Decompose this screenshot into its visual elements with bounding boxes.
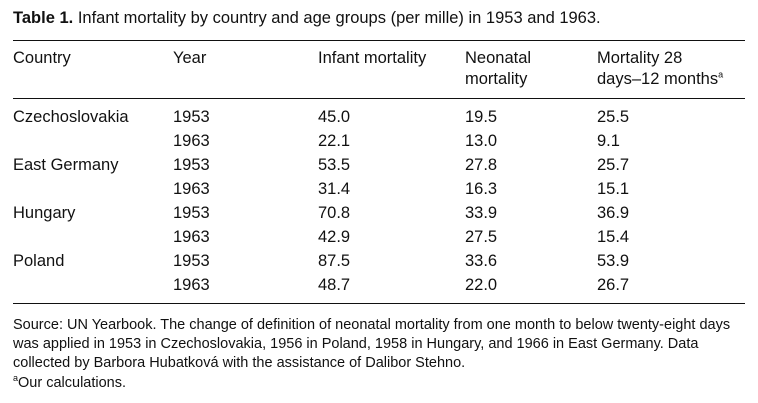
cell-neonatal-mortality: 19.5 [465, 108, 498, 126]
header-country: Country [13, 49, 71, 67]
footnote-text: Our calculations. [18, 374, 127, 391]
cell-infant-mortality: 87.5 [318, 252, 351, 270]
cell-post-neonatal-mortality: 53.9 [597, 252, 630, 270]
header-rule [13, 98, 745, 99]
header-neonatal-mortality: Neonatal mortality [465, 48, 531, 90]
cell-post-neonatal-mortality: 26.7 [597, 276, 630, 294]
bottom-rule [13, 303, 745, 304]
cell-neonatal-mortality: 16.3 [465, 180, 498, 198]
header-year: Year [173, 49, 207, 67]
cell-neonatal-mortality: 27.8 [465, 156, 498, 174]
table-label: Table 1. [13, 9, 74, 27]
header-infant-mortality: Infant mortality [318, 49, 427, 67]
cell-year: 1963 [173, 132, 210, 150]
cell-year: 1963 [173, 228, 210, 246]
cell-post-neonatal-mortality: 9.1 [597, 132, 620, 150]
cell-neonatal-mortality: 33.6 [465, 252, 498, 270]
table-row: 1963 31.4 16.3 15.1 [0, 177, 758, 201]
cell-neonatal-mortality: 33.9 [465, 204, 498, 222]
cell-year: 1953 [173, 204, 210, 222]
cell-post-neonatal-mortality: 36.9 [597, 204, 630, 222]
cell-year: 1953 [173, 252, 210, 270]
cell-year: 1963 [173, 276, 210, 294]
source-note: Source: UN Yearbook. The change of defin… [13, 317, 731, 372]
cell-infant-mortality: 70.8 [318, 204, 351, 222]
table-row: 1963 48.7 22.0 26.7 [0, 273, 758, 297]
cell-country: Poland [13, 252, 65, 270]
cell-post-neonatal-mortality: 25.7 [597, 156, 630, 174]
table-row: 1963 42.9 27.5 15.4 [0, 225, 758, 249]
top-rule [13, 40, 745, 41]
cell-infant-mortality: 48.7 [318, 276, 351, 294]
cell-country: Hungary [13, 204, 76, 222]
cell-infant-mortality: 42.9 [318, 228, 351, 246]
header-post-neonatal-mortality: Mortality 28 days–12 monthsa [597, 48, 723, 90]
table-title: Infant mortality by country and age grou… [77, 9, 601, 27]
cell-year: 1953 [173, 108, 210, 126]
header-neonatal-line2: mortality [465, 70, 528, 88]
cell-neonatal-mortality: 27.5 [465, 228, 498, 246]
table-caption: Table 1. Infant mortality by country and… [13, 9, 601, 28]
header-neonatal-line1: Neonatal [465, 49, 532, 67]
cell-country: Czechoslovakia [13, 108, 129, 126]
cell-infant-mortality: 22.1 [318, 132, 351, 150]
cell-post-neonatal-mortality: 15.1 [597, 180, 630, 198]
table-row: East Germany 1953 53.5 27.8 25.7 [0, 153, 758, 177]
cell-year: 1963 [173, 180, 210, 198]
table-row: 1963 22.1 13.0 9.1 [0, 129, 758, 153]
cell-infant-mortality: 53.5 [318, 156, 351, 174]
cell-post-neonatal-mortality: 15.4 [597, 228, 630, 246]
header-mort-line2: days–12 months [597, 70, 719, 88]
cell-year: 1953 [173, 156, 210, 174]
table-notes: Source: UN Yearbook. The change of defin… [13, 316, 747, 393]
header-mort-line1: Mortality 28 [597, 49, 683, 67]
footnote-marker: a [718, 69, 724, 80]
cell-infant-mortality: 45.0 [318, 108, 351, 126]
cell-post-neonatal-mortality: 25.5 [597, 108, 630, 126]
footnote: aOur calculations. [13, 372, 747, 393]
table-row: Hungary 1953 70.8 33.9 36.9 [0, 201, 758, 225]
cell-infant-mortality: 31.4 [318, 180, 351, 198]
cell-neonatal-mortality: 13.0 [465, 132, 498, 150]
cell-country: East Germany [13, 156, 119, 174]
cell-neonatal-mortality: 22.0 [465, 276, 498, 294]
table-row: Czechoslovakia 1953 45.0 19.5 25.5 [0, 105, 758, 129]
footnote-mark: a [13, 372, 19, 383]
table-row: Poland 1953 87.5 33.6 53.9 [0, 249, 758, 273]
